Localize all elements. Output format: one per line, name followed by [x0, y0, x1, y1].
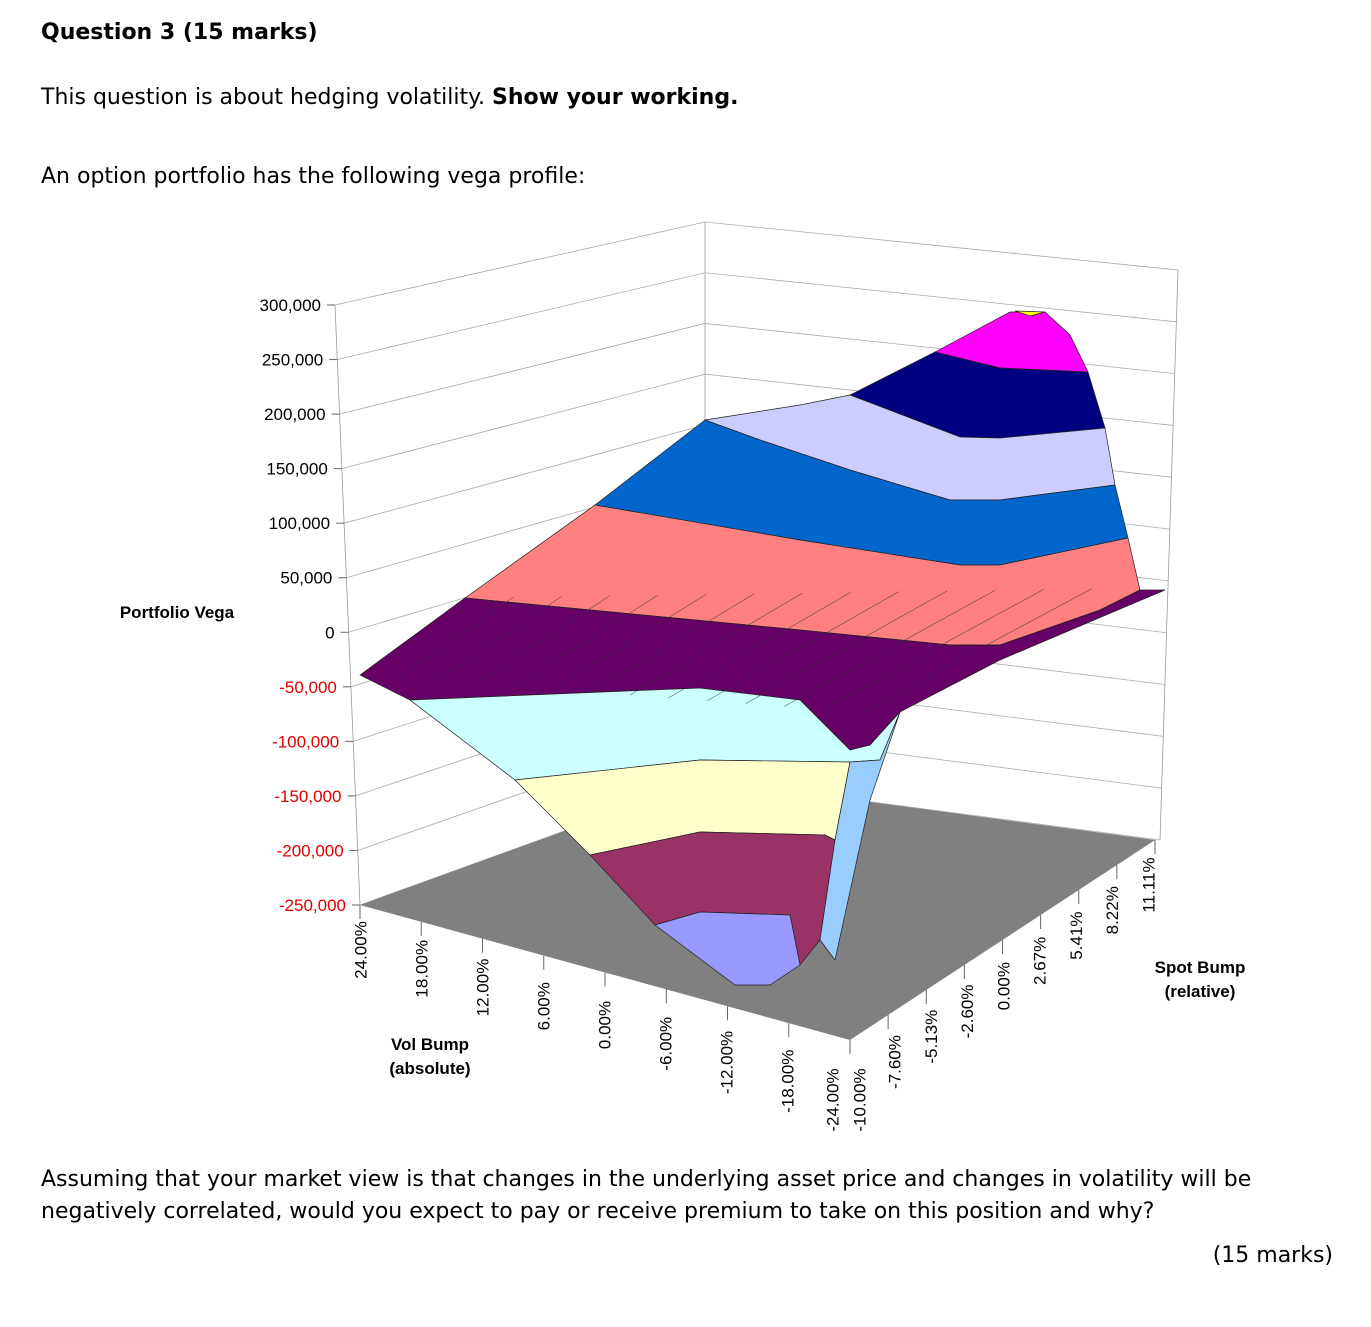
y-tick-label: -5.13% — [922, 1010, 941, 1064]
surface — [359, 310, 1166, 986]
mesh-line — [437, 596, 562, 681]
z-gridline — [337, 272, 1177, 360]
left-wall-edge — [334, 304, 361, 906]
mesh-line — [745, 590, 948, 704]
surface-cliff — [819, 711, 901, 961]
mesh-line — [629, 592, 803, 696]
z-tick-label: 150,000 — [266, 460, 327, 479]
mesh-line — [707, 591, 900, 701]
x-tick-label: -12.00% — [717, 1031, 736, 1094]
y-tick-label: 11.11% — [1139, 857, 1158, 912]
mesh-line — [822, 589, 1044, 710]
surface-gridlines — [398, 588, 1092, 713]
question-body: Assuming that your market view is that c… — [41, 1167, 1252, 1224]
x-tick-label: 18.00% — [412, 940, 431, 998]
y-tick-label: 0.00% — [994, 962, 1013, 1010]
surface-band-periwinkle — [654, 911, 801, 986]
z-tick-label: -250,000 — [279, 896, 346, 915]
y-tick-label: 8.22% — [1103, 886, 1122, 934]
surface-peak — [1014, 310, 1046, 317]
mesh-line — [552, 594, 707, 690]
z-axis-title: Portfolio Vega — [120, 603, 235, 622]
z-tick-label: -50,000 — [279, 678, 337, 697]
right-wall-edge — [1159, 269, 1179, 841]
mesh-line — [398, 597, 514, 679]
y-tick-label: -7.60% — [885, 1035, 904, 1089]
mesh-line — [475, 595, 610, 684]
mesh-line — [668, 592, 851, 699]
question-title: Question 3 (15 marks) — [41, 20, 318, 45]
mesh-line — [591, 593, 755, 693]
y-tick-label: -2.60% — [958, 984, 977, 1038]
x-axis-title-line1: Vol Bump — [391, 1035, 469, 1054]
z-tick-label: 250,000 — [262, 351, 323, 370]
z-axis: 300,000 250,000 200,000 150,000 100,000 50,00… — [260, 296, 360, 915]
x-tick-label: 12.00% — [473, 959, 492, 1017]
x-tick-label: 24.00% — [351, 921, 370, 979]
x-axis-title-line2: (absolute) — [389, 1059, 470, 1078]
z-tick-label: -200,000 — [277, 841, 344, 860]
y-axis-title-line1: Spot Bump — [1155, 958, 1246, 977]
x-tick-label: -24.00% — [823, 1068, 842, 1131]
question-marks: (15 marks) — [1212, 1243, 1333, 1268]
x-tick-label: -6.00% — [656, 1017, 675, 1071]
mesh-line — [861, 588, 1092, 713]
y-tick-label: 2.67% — [1031, 937, 1050, 985]
x-axis: 24.00% 18.00% 12.00% 6.00% 0.00% -6.00% -12.00… — [351, 905, 851, 1132]
z-tick-label: 200,000 — [264, 405, 325, 424]
mesh-line — [514, 594, 658, 687]
z-tick-label: 50,000 — [280, 569, 332, 588]
z-tick-label: -100,000 — [272, 732, 339, 751]
z-tick-label: 100,000 — [269, 514, 330, 533]
x-tick-label: 0.00% — [595, 1001, 614, 1049]
y-axis-title-line2: (relative) — [1165, 982, 1236, 1001]
x-tick-label: 6.00% — [534, 982, 553, 1030]
mesh-line — [784, 589, 996, 707]
y-tick-label: -10.00% — [850, 1068, 869, 1131]
z-tick-label: -150,000 — [274, 787, 341, 806]
z-gridline — [334, 221, 1179, 306]
question-lead: An option portfolio has the following ve… — [41, 164, 586, 189]
z-tick-label: 0 — [325, 623, 334, 642]
y-axis: -10.00% -7.60% -5.13% -2.60% 0.00% 2.67% 5.41%… — [849, 840, 1158, 1132]
question-intro: This question is about hedging volatilit… — [41, 85, 738, 110]
intro-text: This question is about hedging volatilit… — [41, 85, 492, 110]
intro-emphasis: Show your working. — [491, 85, 739, 110]
z-tick-label: 300,000 — [260, 296, 321, 315]
x-tick-label: -18.00% — [778, 1050, 797, 1113]
y-tick-label: 5.41% — [1067, 911, 1086, 959]
